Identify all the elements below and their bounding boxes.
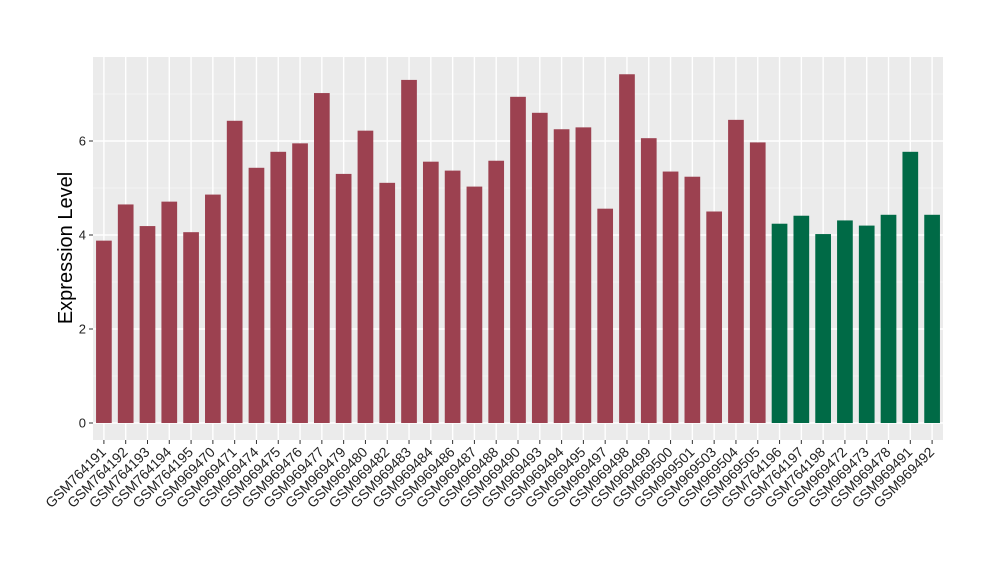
bar-GSM969482 (379, 182, 396, 423)
bar-GSM969497 (597, 208, 614, 423)
bar-GSM969473 (858, 225, 875, 423)
y-tick-label: 6 (79, 134, 86, 149)
bar-GSM969501 (684, 176, 701, 423)
bar-GSM969479 (335, 173, 352, 423)
y-axis: 0 2 4 6 (79, 134, 93, 431)
bar-GSM764195 (183, 232, 199, 423)
bar-GSM969471 (226, 120, 243, 423)
bar-GSM764192 (117, 204, 134, 423)
bar-GSM969488 (488, 160, 505, 424)
bar-GSM969470 (205, 194, 221, 423)
y-tick-label: 2 (79, 322, 86, 337)
bar-GSM764197 (793, 215, 810, 423)
bar-GSM969476 (292, 143, 308, 423)
bar-GSM969505 (749, 142, 766, 423)
bar-GSM969499 (640, 138, 657, 423)
bar-GSM969500 (662, 171, 679, 423)
bar-GSM969483 (401, 79, 417, 424)
bar-GSM969480 (357, 130, 374, 423)
bar-GSM969494 (553, 129, 570, 423)
bar-GSM969487 (466, 186, 483, 423)
bar-GSM764198 (815, 234, 831, 423)
bar-GSM969490 (510, 96, 526, 423)
bar-GSM764196 (771, 223, 788, 423)
bar-GSM969486 (444, 170, 461, 423)
bar-GSM969484 (422, 161, 439, 423)
bar-GSM969472 (837, 220, 853, 423)
bar-GSM969491 (902, 151, 919, 423)
bar-GSM969504 (728, 119, 744, 423)
bars (96, 74, 940, 424)
bar-GSM764191 (96, 240, 112, 423)
y-axis-title: Expression Level (55, 172, 77, 324)
bar-GSM969493 (531, 112, 548, 424)
bar-GSM969474 (248, 167, 265, 423)
bar-GSM969495 (575, 127, 592, 424)
y-tick-label: 0 (79, 416, 86, 431)
bar-GSM969503 (706, 211, 722, 423)
bar-GSM969498 (619, 74, 635, 423)
bar-GSM969475 (270, 151, 287, 423)
bar-GSM764193 (139, 226, 156, 423)
bar-GSM764194 (161, 201, 178, 423)
bar-GSM969477 (314, 93, 330, 423)
x-axis: GSM764191GSM764192GSM764193GSM764194GSM7… (42, 440, 937, 511)
bar-GSM969492 (924, 214, 940, 423)
y-tick-label: 4 (79, 228, 86, 243)
bar-GSM969478 (880, 214, 897, 423)
